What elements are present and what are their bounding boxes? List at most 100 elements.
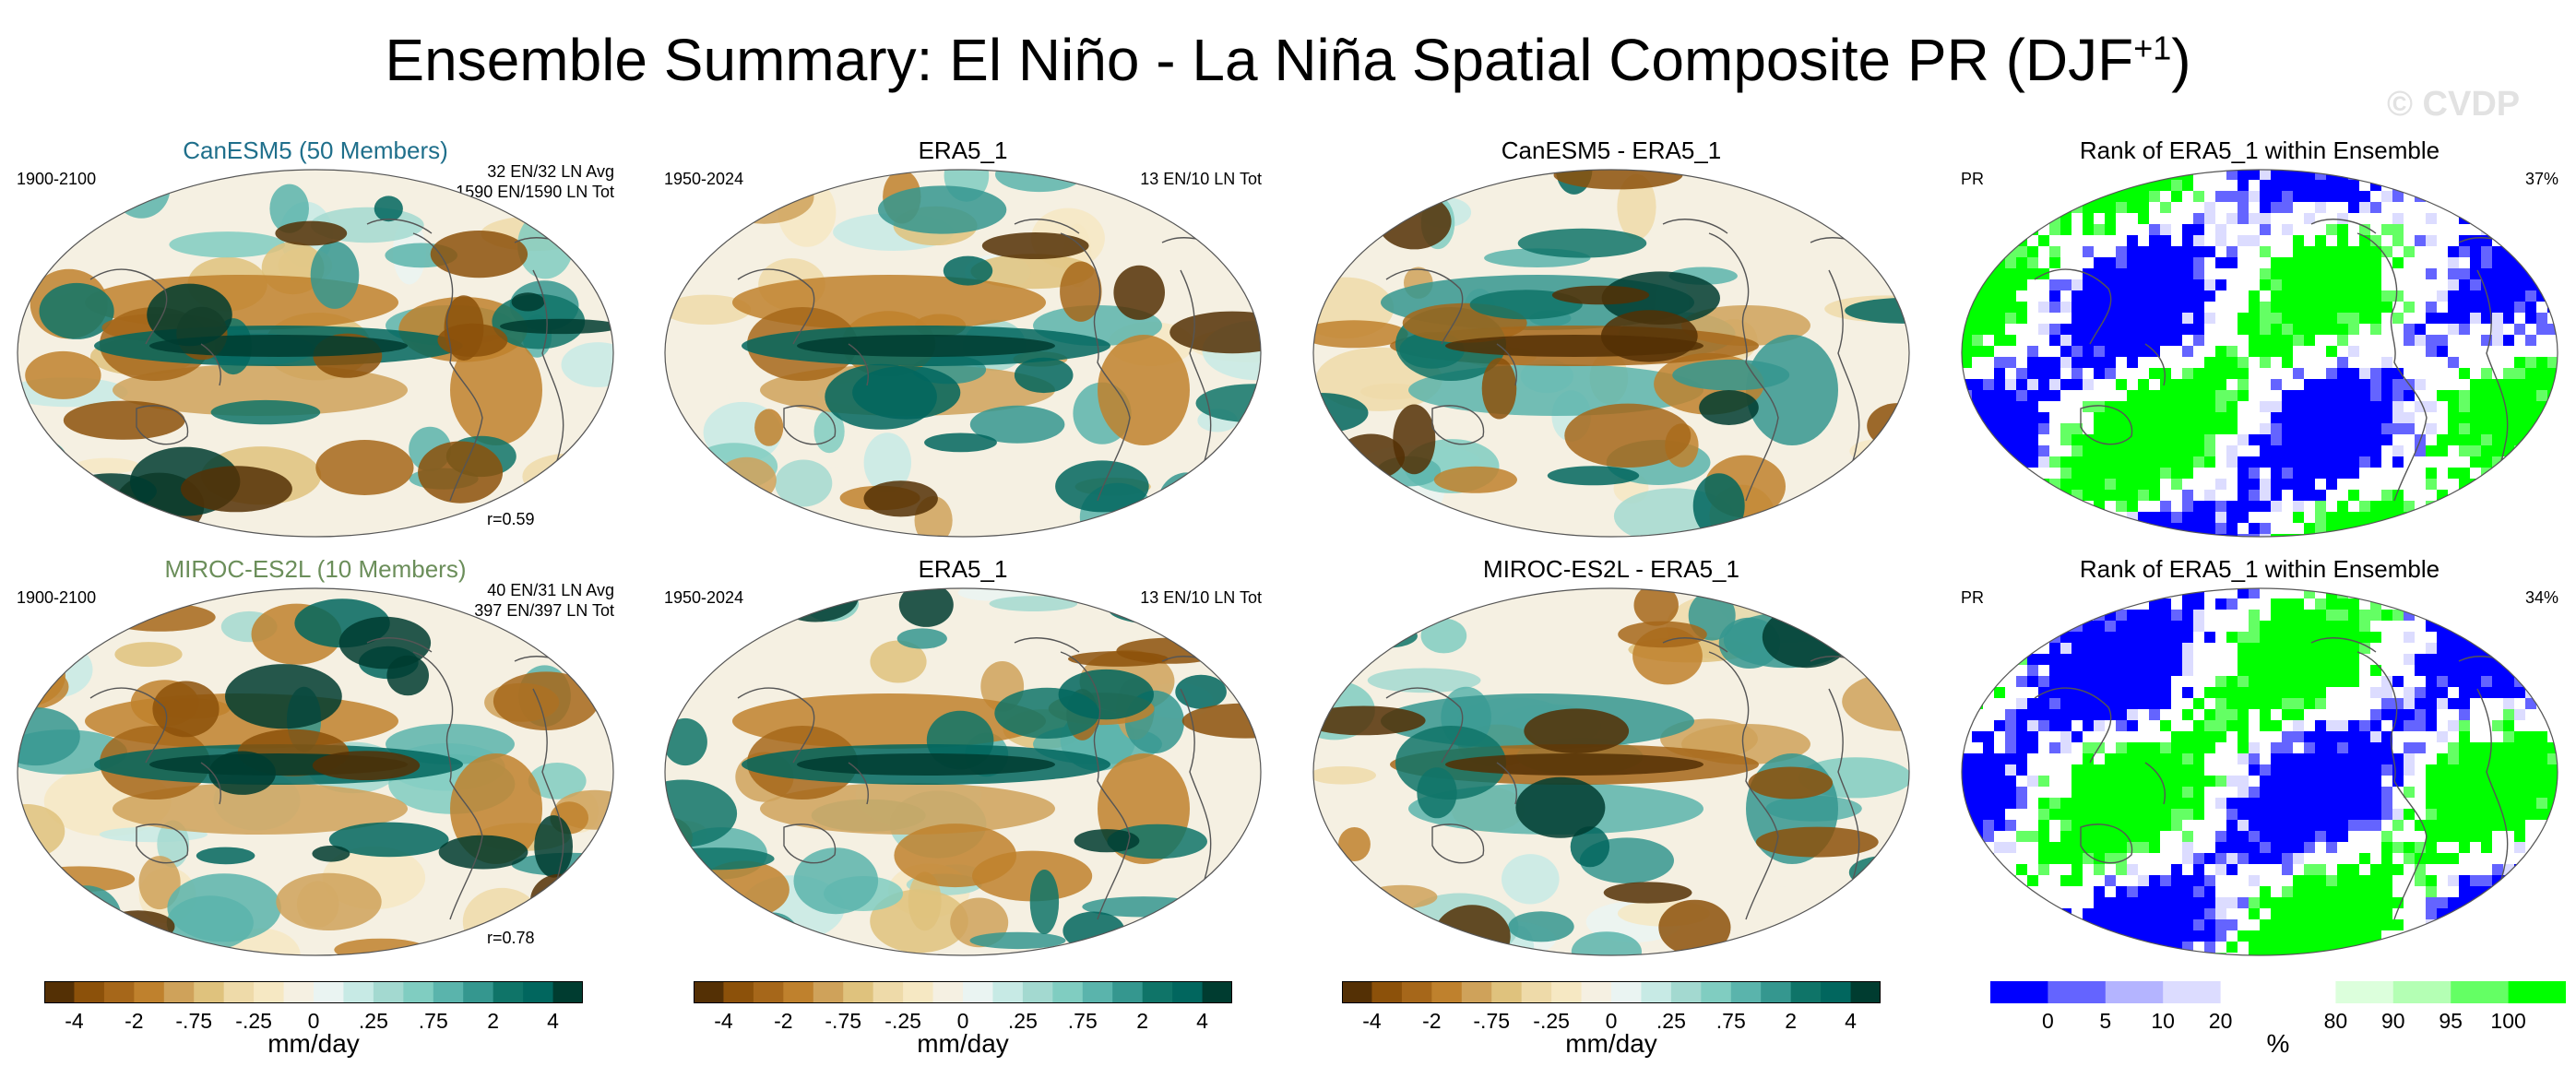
rank-cell (1983, 224, 1994, 235)
rank-cell (2215, 346, 2226, 357)
rank-cell (2503, 687, 2514, 698)
rank-cell (2370, 787, 2381, 798)
rank-cell (2503, 897, 2514, 908)
rank-cell (2348, 534, 2359, 537)
rank-cell (2348, 191, 2359, 202)
rank-cell (2514, 764, 2525, 776)
rank-cell (2094, 654, 2105, 665)
rank-cell (2514, 379, 2525, 390)
panel-title: MIROC-ES2L - ERA5_1 (1483, 555, 1739, 583)
rank-cell (2326, 831, 2337, 842)
rank-cell (2326, 379, 2337, 390)
rank-cell (2426, 687, 2437, 698)
rank-cell (2514, 809, 2525, 820)
rank-cell (2127, 246, 2138, 257)
colorbar-tick-label: 2 (1136, 1009, 1149, 1033)
rank-cell (2337, 820, 2348, 831)
rank-cell (2315, 279, 2326, 290)
colorbar-swatch (403, 981, 434, 1003)
rank-cell (2282, 897, 2293, 908)
colorbar-tick-label: 4 (547, 1009, 559, 1033)
rank-cell (2160, 379, 2171, 390)
rank-cell (1962, 534, 1972, 537)
rank-cell (1962, 412, 1972, 423)
rank-cell (2215, 853, 2226, 864)
rank-cell (1972, 610, 1983, 621)
rank-cell (2260, 401, 2271, 412)
rank-cell (1962, 180, 1972, 191)
rank-cell (2359, 534, 2370, 537)
rank-cell (1972, 897, 1983, 908)
rank-cell (1972, 257, 1983, 268)
rank-cell (2171, 776, 2182, 787)
precip-anomaly-patch (665, 177, 738, 211)
rank-cell (2105, 632, 2116, 643)
rank-cell (2238, 698, 2249, 709)
precip-anomaly-patch (39, 282, 114, 339)
rank-cell (2116, 412, 2127, 423)
colorbar-swatch (1082, 981, 1113, 1003)
rank-cell (2182, 953, 2193, 955)
rank-cell (2249, 313, 2260, 324)
rank-cell (2182, 180, 2193, 191)
rank-cell (2536, 268, 2547, 279)
rank-cell (2381, 412, 2392, 423)
rank-cell (2315, 324, 2326, 335)
rank-cell (2514, 621, 2525, 632)
rank-cell (2337, 886, 2348, 897)
rank-cell (2127, 820, 2138, 831)
rank-cell (2127, 324, 2138, 335)
rank-cell (2448, 257, 2459, 268)
rank-cell (2536, 676, 2547, 687)
rank-cell (2459, 621, 2470, 632)
rank-cell (2492, 886, 2503, 897)
rank-cell (2437, 897, 2448, 908)
rank-cell (2016, 731, 2027, 742)
rank-cell (2381, 742, 2392, 753)
rank-cell (2282, 798, 2293, 809)
rank-cell (2481, 953, 2492, 955)
rank-cell (2149, 445, 2160, 456)
rank-cell (2083, 246, 2094, 257)
rank-cell (2525, 290, 2536, 302)
rank-cell (2514, 490, 2525, 501)
colorbar-swatch (903, 981, 934, 1003)
figure-title-close: ) (2171, 27, 2191, 93)
rank-cell (2083, 324, 2094, 335)
panel-right-label: 32 EN/32 LN Avg (487, 162, 614, 181)
rank-cell (2127, 942, 2138, 953)
rank-cell (2415, 698, 2426, 709)
rank-cell (2049, 191, 2060, 202)
rank-cell (2005, 598, 2016, 610)
rank-cell (2392, 753, 2404, 764)
rank-cell (2182, 412, 2193, 423)
rank-cell (2282, 534, 2293, 537)
rank-cell (2315, 897, 2326, 908)
rank-cell (2481, 831, 2492, 842)
rank-cell (2060, 357, 2071, 368)
rank-cell (2005, 930, 2016, 942)
rank-cell (2392, 456, 2404, 468)
rank-cell (2094, 787, 2105, 798)
rank-cell (2116, 753, 2127, 764)
rank-cell (2337, 501, 2348, 512)
rank-cell (2293, 798, 2304, 809)
rank-cell (2448, 632, 2459, 643)
rank-cell (2459, 598, 2470, 610)
rank-cell (2271, 809, 2282, 820)
rank-cell (2271, 720, 2282, 731)
precip-anomaly-patch (1107, 823, 1207, 859)
rank-cell (2404, 632, 2415, 643)
precip-anomaly-patch (870, 838, 899, 861)
rank-cell (2260, 621, 2271, 632)
rank-cell (1972, 930, 1983, 942)
rank-cell (2293, 720, 2304, 731)
rank-cell (2182, 534, 2193, 537)
rank-cell (2005, 753, 2016, 764)
rank-cell (2315, 875, 2326, 886)
rank-cell (2027, 742, 2038, 753)
rank-cell (1962, 170, 1972, 180)
rank-cell (2547, 676, 2558, 687)
rank-cell (2536, 180, 2547, 191)
rank-cell (2271, 643, 2282, 654)
